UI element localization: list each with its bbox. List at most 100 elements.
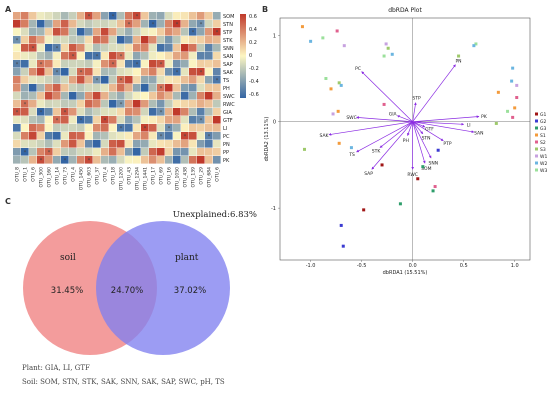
heatmap-cell [85, 36, 93, 44]
heatmap-cell [61, 68, 69, 76]
legend-marker [535, 119, 538, 123]
heatmap-cell [125, 116, 133, 124]
heatmap-cell [45, 44, 53, 52]
heatmap-cell [197, 44, 205, 52]
heatmap-cell [133, 124, 141, 132]
heatmap-cell [181, 116, 189, 124]
heatmap-cell [149, 36, 157, 44]
legend-marker [535, 133, 538, 137]
sample-point [349, 146, 353, 150]
heatmap-cell [61, 44, 69, 52]
legend-marker [535, 147, 538, 151]
legend-marker [535, 140, 538, 144]
heatmap-cell [45, 108, 53, 116]
heatmap-cell [77, 44, 85, 52]
significance-mark: * [216, 30, 219, 36]
heatmap-cell [133, 76, 141, 84]
heatmap-cell [149, 100, 157, 108]
plant-circle [96, 221, 230, 355]
heatmap-cell [125, 12, 133, 20]
heatmap-cell [213, 156, 221, 164]
heatmap-cell [37, 156, 45, 164]
heatmap-cell [21, 148, 29, 156]
significance-mark: * [56, 118, 59, 124]
y-tick-label: 1 [273, 33, 276, 39]
heatmap-cell [125, 140, 133, 148]
heatmap-cell [133, 140, 141, 148]
heatmap-cell [173, 148, 181, 156]
heatmap-cell [29, 132, 37, 140]
heatmap-cell [109, 44, 117, 52]
heatmap-cell [205, 156, 213, 164]
heatmap-cell [13, 36, 21, 44]
heatmap-cell [93, 124, 101, 132]
heatmap-cell [141, 156, 149, 164]
heatmap-cell [125, 28, 133, 36]
heatmap-cell [141, 60, 149, 68]
legend-label: G2 [540, 119, 546, 125]
legend-tick-label: -0.2 [249, 66, 259, 72]
sample-point [433, 185, 437, 189]
heatmap-cell [197, 124, 205, 132]
heatmap-cell [93, 116, 101, 124]
heatmap-cell [61, 148, 69, 156]
heatmap-cell [101, 52, 109, 60]
heatmap-cell [77, 60, 85, 68]
heatmap-cell [69, 20, 77, 28]
x-tick-label: 1.0 [511, 263, 519, 269]
heatmap-cell [53, 44, 61, 52]
heatmap-cell [189, 60, 197, 68]
sample-point [511, 66, 515, 70]
heatmap-cell [93, 60, 101, 68]
heatmap-cell [109, 60, 117, 68]
heatmap-cell [29, 12, 37, 20]
significance-mark: * [136, 14, 139, 20]
heatmap-cell [197, 36, 205, 44]
heatmap-col-label: OTU_1450 [79, 167, 85, 190]
heatmap-cell [141, 28, 149, 36]
heatmap-cell [61, 36, 69, 44]
heatmap-cell [101, 76, 109, 84]
heatmap-cell [149, 156, 157, 164]
heatmap-cell [85, 156, 93, 164]
significance-mark: * [112, 14, 115, 20]
heatmap-cell [93, 12, 101, 20]
heatmap-cell [125, 36, 133, 44]
heatmap-cell [213, 100, 221, 108]
heatmap-col-label: OTU_1050 [175, 167, 181, 190]
significance-mark: * [40, 62, 43, 68]
heatmap-cell [165, 68, 173, 76]
heatmap-cell [125, 76, 133, 84]
env-arrow-label: LI [467, 122, 471, 128]
heatmap-cell [117, 124, 125, 132]
heatmap-cell [181, 156, 189, 164]
heatmap-cell [77, 20, 85, 28]
heatmap-cell [173, 12, 181, 20]
heatmap-row-label: SNN [223, 46, 234, 52]
heatmap-cell [45, 84, 53, 92]
heatmap-cell [101, 124, 109, 132]
env-arrow [412, 121, 426, 128]
heatmap-cell [77, 36, 85, 44]
venn-diagram: soil plant 31.45% 24.70% 37.02% Unexplained:6… [22, 210, 257, 386]
heatmap-cell [13, 132, 21, 140]
heatmap-cell [141, 148, 149, 156]
heatmap-cell [173, 36, 181, 44]
heatmap-cell [157, 132, 165, 140]
env-arrow-label: PK [481, 114, 488, 120]
heatmap-cell [181, 76, 189, 84]
heatmap-cell [181, 92, 189, 100]
heatmap-cell [149, 140, 157, 148]
heatmap-cell [101, 148, 109, 156]
heatmap-cell [189, 116, 197, 124]
significance-mark: * [104, 118, 107, 124]
heatmap-col-label: OTU_1 [23, 167, 29, 182]
significance-mark: * [160, 110, 163, 116]
heatmap-cell [157, 156, 165, 164]
heatmap-cell [157, 36, 165, 44]
heatmap-cell [77, 84, 85, 92]
heatmap-cell [21, 60, 29, 68]
env-arrow-label: PTP [443, 141, 451, 147]
heatmap-cell [205, 100, 213, 108]
heatmap-row-label: SAK [223, 70, 234, 76]
